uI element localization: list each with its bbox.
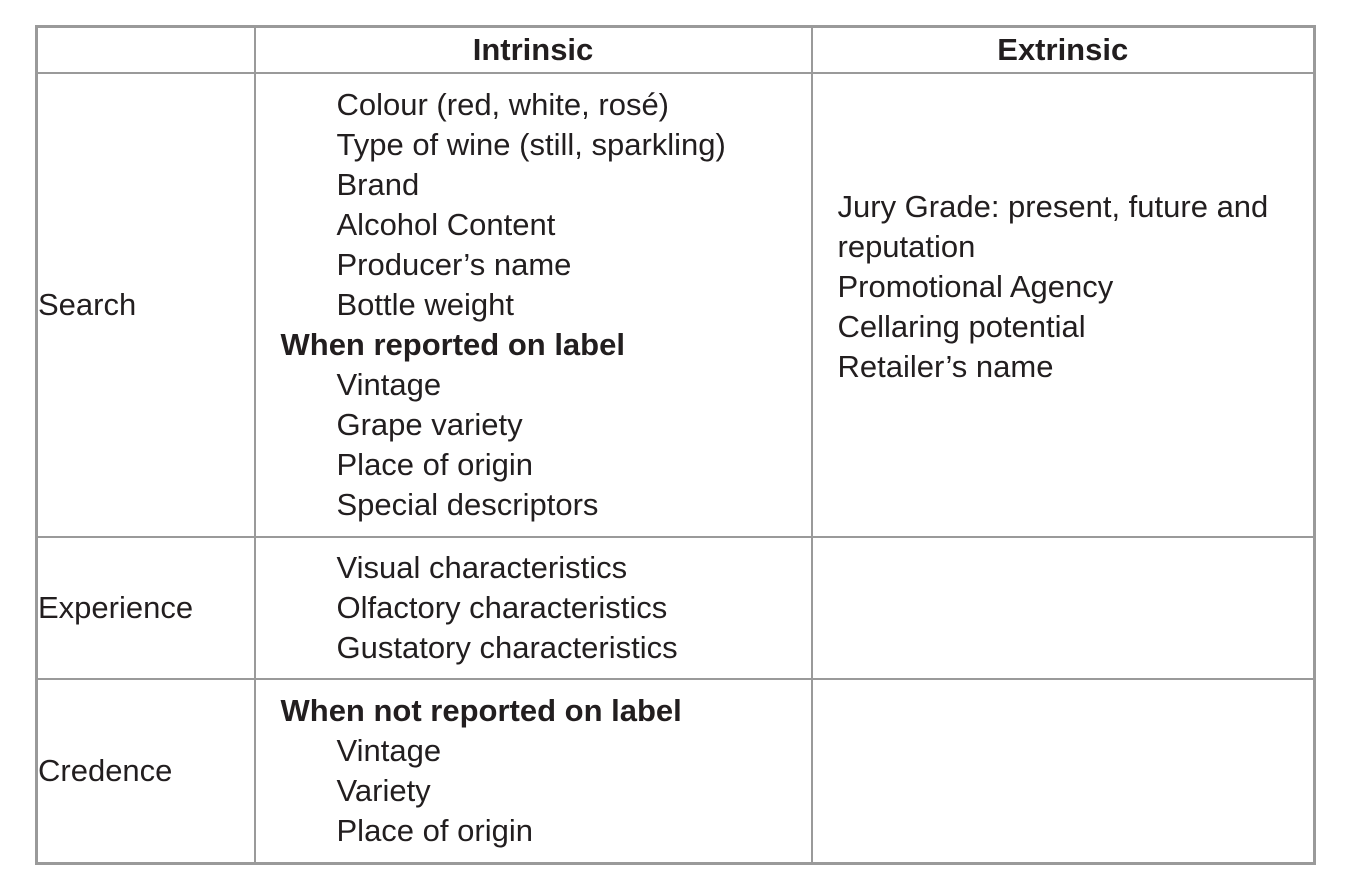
intrinsic-item: Vintage — [336, 367, 442, 402]
experience-intrinsic-cell: Visual characteristics Olfactory charact… — [253, 536, 813, 680]
header-extrinsic: Extrinsic — [810, 25, 1316, 74]
experience-extrinsic-cell — [810, 536, 1316, 680]
row-label-experience: Experience — [35, 536, 256, 680]
intrinsic-item: Special descriptors — [336, 487, 599, 522]
row-search: Search Colour (red, white, rosé) Type of… — [35, 72, 1316, 538]
header-intrinsic: Intrinsic — [253, 25, 813, 74]
header-row: Intrinsic Extrinsic — [35, 25, 1316, 74]
intrinsic-item: Place of origin — [336, 813, 533, 848]
extrinsic-item: Retailer’s name — [837, 349, 1054, 384]
intrinsic-item: Place of origin — [336, 447, 533, 482]
extrinsic-item: Cellaring potential — [837, 309, 1086, 344]
credence-intrinsic-cell: When not reported on label Vintage Varie… — [253, 678, 813, 865]
row-credence: Credence When not reported on label Vint… — [35, 678, 1316, 865]
extrinsic-item: Jury Grade: present, future and reputati… — [837, 189, 1269, 264]
intrinsic-item: Variety — [336, 773, 431, 808]
intrinsic-item: Brand — [336, 167, 420, 202]
row-label-search: Search — [35, 72, 256, 538]
extrinsic-item-list: Jury Grade: present, future and reputati… — [814, 187, 1313, 387]
intrinsic-subheading: When reported on label — [280, 327, 625, 362]
intrinsic-item: Gustatory characteristics — [336, 630, 678, 665]
intrinsic-subheading: When not reported on label — [280, 693, 682, 728]
intrinsic-item: Producer’s name — [336, 247, 572, 282]
intrinsic-item: Visual characteristics — [336, 550, 628, 585]
row-label-credence: Credence — [35, 678, 256, 865]
intrinsic-item: Bottle weight — [336, 287, 515, 322]
wine-attribute-classification-table: Intrinsic Extrinsic Search Colour (red, … — [35, 25, 1316, 865]
row-experience: Experience Visual characteristics Olfact… — [35, 536, 1316, 680]
intrinsic-item: Alcohol Content — [336, 207, 556, 242]
intrinsic-item: Colour (red, white, rosé) — [336, 87, 670, 122]
wine-attribute-table-container: Intrinsic Extrinsic Search Colour (red, … — [35, 25, 1316, 865]
intrinsic-item: Olfactory characteristics — [336, 590, 668, 625]
intrinsic-item: Type of wine (still, sparkling) — [336, 127, 726, 162]
search-intrinsic-cell: Colour (red, white, rosé) Type of wine (… — [253, 72, 813, 538]
extrinsic-item: Promotional Agency — [837, 269, 1114, 304]
search-extrinsic-cell: Jury Grade: present, future and reputati… — [810, 72, 1316, 538]
intrinsic-item: Vintage — [336, 733, 442, 768]
credence-extrinsic-cell — [810, 678, 1316, 865]
intrinsic-item: Grape variety — [336, 407, 523, 442]
header-blank-cell — [35, 25, 256, 74]
